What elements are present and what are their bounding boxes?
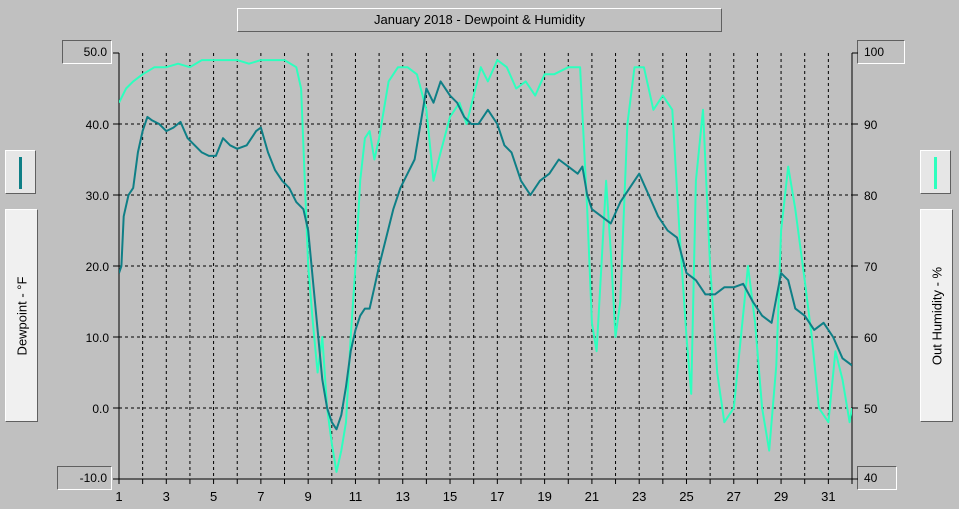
x-tick-label: 7 [257, 489, 264, 504]
x-tick-label: 23 [632, 489, 646, 504]
x-tick-label: 31 [821, 489, 835, 504]
left-axis-label-panel[interactable]: Dewpoint - °F [5, 209, 38, 422]
right-axis-min-label: 40 [857, 466, 897, 490]
left-axis-max-label: 50.0 [62, 40, 112, 64]
right-tick-label: 70 [864, 260, 878, 274]
x-tick-label: 17 [490, 489, 504, 504]
dewpoint-legend-swatch[interactable] [5, 150, 36, 194]
right-tick-label: 80 [864, 189, 878, 203]
x-tick-label: 11 [349, 489, 363, 504]
right-axis-label-panel[interactable]: Out Humidity - % [920, 209, 953, 422]
x-tick-label: 19 [537, 489, 551, 504]
left-tick-label: 40.0 [86, 118, 110, 132]
x-tick-label: 3 [163, 489, 170, 504]
x-tick-label: 9 [305, 489, 312, 504]
right-tick-label: 50 [864, 402, 878, 416]
x-tick-label: 27 [727, 489, 741, 504]
right-tick-label: 60 [864, 331, 878, 345]
dewpoint-line [119, 80, 852, 431]
x-tick-label: 13 [396, 489, 410, 504]
x-tick-label: 21 [585, 489, 599, 504]
right-tick-label: 90 [864, 118, 878, 132]
left-tick-label: 0.0 [92, 402, 109, 416]
dewpoint-line-sample [19, 157, 22, 189]
left-tick-label: 10.0 [86, 331, 110, 345]
left-axis-min-label: -10.0 [57, 466, 112, 490]
right-axis-max-label: 100 [857, 40, 905, 64]
x-tick-label: 1 [115, 489, 122, 504]
x-tick-label: 5 [210, 489, 217, 504]
chart-title: January 2018 - Dewpoint & Humidity [237, 8, 722, 32]
left-tick-label: 20.0 [86, 260, 110, 274]
x-tick-label: 25 [679, 489, 693, 504]
left-tick-label: 30.0 [86, 189, 110, 203]
x-tick-label: 29 [774, 489, 788, 504]
x-tick-label: 15 [443, 489, 457, 504]
humidity-legend-swatch[interactable] [920, 150, 951, 194]
humidity-line-sample [934, 157, 937, 189]
humidity-line [119, 59, 852, 473]
